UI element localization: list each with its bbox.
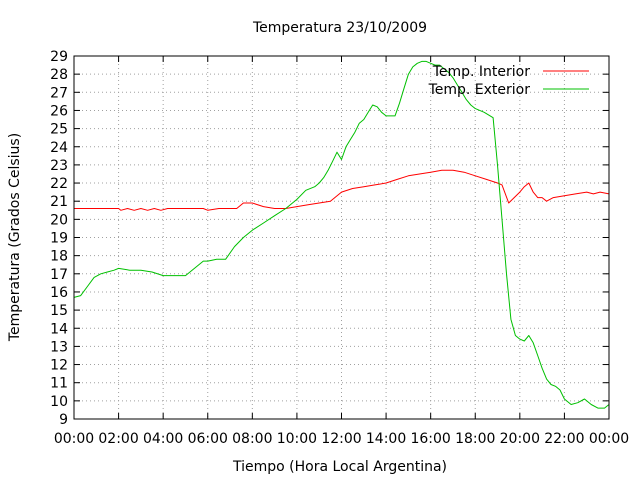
- x-tick-label: 20:00: [500, 431, 540, 447]
- legend-label: Temp. Interior: [432, 64, 531, 80]
- x-tick-label: 10:00: [277, 431, 317, 447]
- y-tick-label: 26: [50, 103, 68, 119]
- y-axis-label: Temperatura (Grados Celsius): [7, 133, 23, 342]
- x-tick-label: 06:00: [188, 431, 228, 447]
- y-tick-label: 27: [50, 85, 68, 101]
- y-tick-label: 29: [50, 49, 68, 65]
- x-tick-label: 18:00: [455, 431, 495, 447]
- series-line-exterior: [73, 60, 610, 409]
- x-tick-label: 22:00: [544, 431, 584, 447]
- y-tick-label: 9: [59, 412, 68, 428]
- y-tick-label: 18: [50, 249, 68, 265]
- legend-label: Temp. Exterior: [428, 82, 531, 98]
- y-tick-label: 11: [50, 376, 68, 392]
- y-tick-label: 28: [50, 67, 68, 83]
- y-tick-label: 23: [50, 158, 68, 174]
- x-tick-label: 08:00: [232, 431, 272, 447]
- y-tick-label: 16: [50, 285, 68, 301]
- x-tick-label: 16:00: [410, 431, 450, 447]
- chart-title: Temperatura 23/10/2009: [252, 20, 427, 36]
- y-tick-label: 19: [50, 231, 68, 247]
- y-tick-label: 10: [50, 394, 68, 410]
- series-line-interior: [74, 169, 610, 211]
- x-tick-label: 14:00: [366, 431, 406, 447]
- legend: Temp. Interior Temp. Exterior: [428, 64, 589, 98]
- x-tick-label: 00:00: [589, 431, 629, 447]
- y-tick-label: 25: [50, 122, 68, 138]
- x-tick-label: 04:00: [143, 431, 183, 447]
- y-tick-label: 14: [50, 321, 68, 337]
- y-tick-label: 24: [50, 140, 68, 156]
- axis-ticks: 9 10 11 12 13 14 15 16 17 18 19 20 21 22 23 24 25 26 27 28 2…: [50, 49, 629, 447]
- x-axis-label: Tiempo (Hora Local Argentina): [232, 459, 447, 475]
- x-tick-label: 12:00: [321, 431, 361, 447]
- y-tick-label: 12: [50, 358, 68, 374]
- y-tick-label: 15: [50, 303, 68, 319]
- y-tick-label: 13: [50, 339, 68, 355]
- y-tick-label: 22: [50, 176, 68, 192]
- series-layer: [73, 60, 610, 409]
- y-tick-label: 21: [50, 194, 68, 210]
- grid: [74, 56, 609, 419]
- x-tick-label: 00:00: [54, 431, 94, 447]
- x-tick-label: 02:00: [98, 431, 138, 447]
- y-tick-label: 20: [50, 212, 68, 228]
- y-tick-label: 17: [50, 267, 68, 283]
